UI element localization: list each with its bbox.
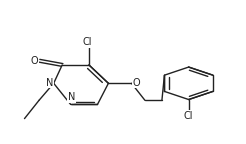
Text: Cl: Cl (184, 111, 193, 121)
Text: N: N (68, 92, 76, 102)
Text: N: N (46, 78, 53, 88)
Text: O: O (133, 78, 140, 88)
Text: O: O (31, 56, 39, 66)
Text: Cl: Cl (83, 37, 92, 47)
